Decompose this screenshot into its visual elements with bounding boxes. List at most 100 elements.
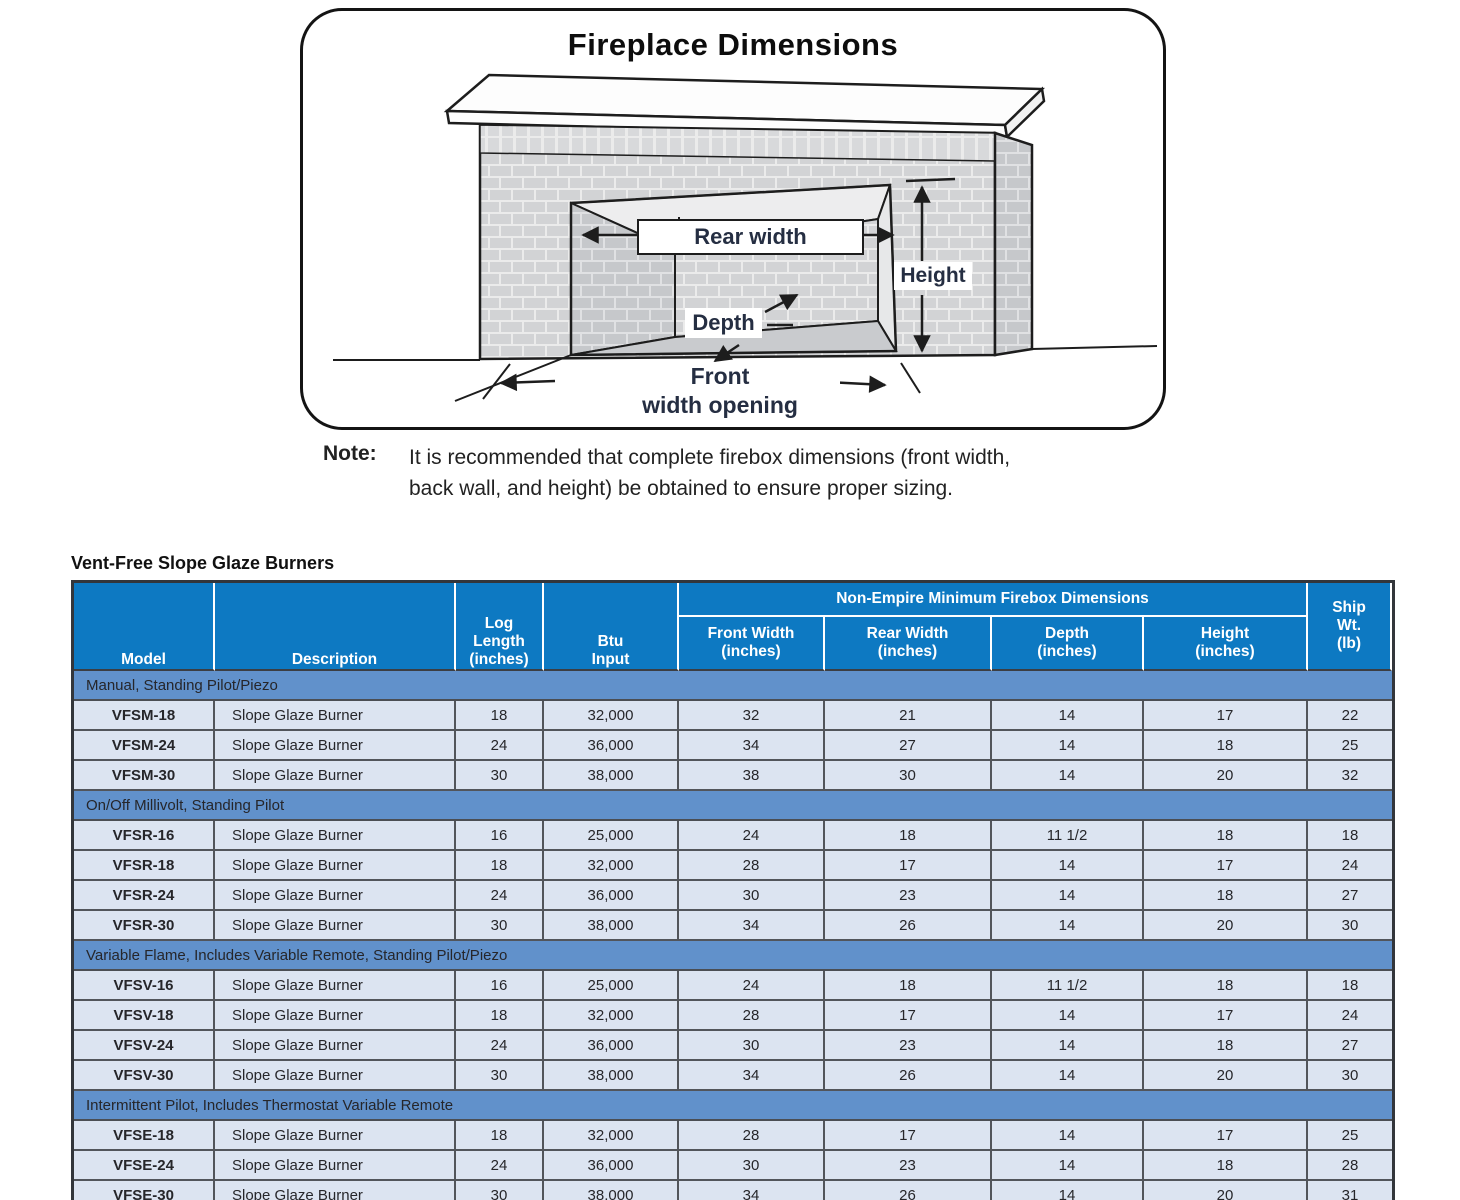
cell-ship-wt: 30	[1308, 1061, 1392, 1091]
cell-height: 17	[1144, 701, 1308, 731]
cell-btu-input: 32,000	[544, 1121, 679, 1151]
fireplace-dimensions-figure: Fireplace Dimensions	[300, 8, 1166, 430]
cell-height: 18	[1144, 971, 1308, 1001]
cell-model: VFSV-24	[74, 1031, 215, 1061]
cell-ship-wt: 27	[1308, 881, 1392, 911]
cell-rear-width: 18	[825, 821, 992, 851]
note-label: Note:	[323, 442, 377, 465]
label-front-line2: width opening	[642, 392, 798, 418]
cell-front-width: 30	[679, 1151, 825, 1181]
cell-description: Slope Glaze Burner	[215, 1181, 456, 1200]
fireplace-illustration: Rear width Height Depth Front width open…	[305, 69, 1159, 423]
table-row: VFSR-24 Slope Glaze Burner 24 36,000 30 23 14 1…	[74, 881, 1392, 911]
cell-front-width: 24	[679, 821, 825, 851]
cell-log-length: 24	[456, 881, 544, 911]
cell-rear-width: 17	[825, 851, 992, 881]
cell-model: VFSR-24	[74, 881, 215, 911]
cell-ship-wt: 32	[1308, 761, 1392, 791]
cell-log-length: 16	[456, 971, 544, 1001]
cell-description: Slope Glaze Burner	[215, 911, 456, 941]
cell-depth: 14	[992, 881, 1144, 911]
section-label: On/Off Millivolt, Standing Pilot	[74, 791, 1392, 821]
cell-rear-width: 27	[825, 731, 992, 761]
cell-depth: 11 1/2	[992, 971, 1144, 1001]
label-height: Height	[894, 262, 972, 290]
cell-model: VFSM-30	[74, 761, 215, 791]
cell-ship-wt: 24	[1308, 1001, 1392, 1031]
cell-description: Slope Glaze Burner	[215, 851, 456, 881]
cell-description: Slope Glaze Burner	[215, 1001, 456, 1031]
note-line1: It is recommended that complete firebox …	[409, 446, 1011, 469]
cell-front-width: 28	[679, 1121, 825, 1151]
cell-description: Slope Glaze Burner	[215, 971, 456, 1001]
section-label: Variable Flame, Includes Variable Remote…	[74, 941, 1392, 971]
cell-model: VFSM-24	[74, 731, 215, 761]
cell-ship-wt: 18	[1308, 821, 1392, 851]
section-label: Intermittent Pilot, Includes Thermostat …	[74, 1091, 1392, 1121]
cell-height: 18	[1144, 881, 1308, 911]
cell-height: 20	[1144, 1061, 1308, 1091]
cell-btu-input: 36,000	[544, 881, 679, 911]
table-row: VFSM-18 Slope Glaze Burner 18 32,000 32 21 14 1…	[74, 701, 1392, 731]
cell-ship-wt: 24	[1308, 851, 1392, 881]
section-row: Intermittent Pilot, Includes Thermostat …	[74, 1091, 1392, 1121]
table-row: VFSR-18 Slope Glaze Burner 18 32,000 28 17 14 1…	[74, 851, 1392, 881]
cell-rear-width: 26	[825, 911, 992, 941]
cell-height: 20	[1144, 1181, 1308, 1200]
cell-description: Slope Glaze Burner	[215, 1151, 456, 1181]
cell-depth: 14	[992, 911, 1144, 941]
cell-btu-input: 36,000	[544, 1031, 679, 1061]
cell-log-length: 18	[456, 701, 544, 731]
section-row: On/Off Millivolt, Standing Pilot	[74, 791, 1392, 821]
cell-btu-input: 38,000	[544, 761, 679, 791]
cell-rear-width: 30	[825, 761, 992, 791]
label-front-width-opening: Front width opening	[600, 362, 840, 420]
col-header-rear-width: Rear Width (inches)	[825, 617, 992, 671]
cell-model: VFSE-18	[74, 1121, 215, 1151]
cell-front-width: 34	[679, 1181, 825, 1200]
cell-height: 17	[1144, 851, 1308, 881]
cell-model: VFSR-30	[74, 911, 215, 941]
cell-ship-wt: 25	[1308, 1121, 1392, 1151]
spec-table-frame: Model Description Log Length (inches) Bt…	[71, 580, 1395, 1200]
cell-log-length: 24	[456, 731, 544, 761]
cell-ship-wt: 22	[1308, 701, 1392, 731]
col-header-description: Description	[215, 583, 456, 671]
table-row: VFSE-24 Slope Glaze Burner 24 36,000 30 23 14 1…	[74, 1151, 1392, 1181]
cell-rear-width: 17	[825, 1121, 992, 1151]
cell-depth: 14	[992, 851, 1144, 881]
cell-log-length: 18	[456, 851, 544, 881]
cell-ship-wt: 18	[1308, 971, 1392, 1001]
cell-front-width: 32	[679, 701, 825, 731]
cell-front-width: 34	[679, 731, 825, 761]
cell-description: Slope Glaze Burner	[215, 881, 456, 911]
cell-log-length: 30	[456, 761, 544, 791]
cell-btu-input: 25,000	[544, 821, 679, 851]
cell-description: Slope Glaze Burner	[215, 1031, 456, 1061]
table-row: VFSE-30 Slope Glaze Burner 30 38,000 34 26 14 2…	[74, 1181, 1392, 1200]
cell-description: Slope Glaze Burner	[215, 1061, 456, 1091]
cell-depth: 14	[992, 1061, 1144, 1091]
cell-front-width: 28	[679, 1001, 825, 1031]
cell-log-length: 30	[456, 1181, 544, 1200]
table-row: VFSR-16 Slope Glaze Burner 16 25,000 24 18 11 …	[74, 821, 1392, 851]
cell-depth: 14	[992, 1151, 1144, 1181]
cell-rear-width: 18	[825, 971, 992, 1001]
cell-model: VFSE-30	[74, 1181, 215, 1200]
label-front-line1: Front	[690, 363, 750, 389]
cell-depth: 11 1/2	[992, 821, 1144, 851]
col-header-log-length: Log Length (inches)	[456, 583, 544, 671]
cell-ship-wt: 27	[1308, 1031, 1392, 1061]
cell-height: 20	[1144, 761, 1308, 791]
cell-model: VFSR-18	[74, 851, 215, 881]
cell-front-width: 34	[679, 911, 825, 941]
cell-model: VFSM-18	[74, 701, 215, 731]
cell-description: Slope Glaze Burner	[215, 761, 456, 791]
cell-description: Slope Glaze Burner	[215, 1121, 456, 1151]
cell-rear-width: 23	[825, 881, 992, 911]
table-body: Manual, Standing Pilot/Piezo VFSM-18 Slope…	[74, 671, 1392, 1200]
cell-height: 18	[1144, 1151, 1308, 1181]
cell-btu-input: 38,000	[544, 1181, 679, 1200]
col-header-ship-wt: Ship Wt. (lb)	[1308, 583, 1392, 671]
